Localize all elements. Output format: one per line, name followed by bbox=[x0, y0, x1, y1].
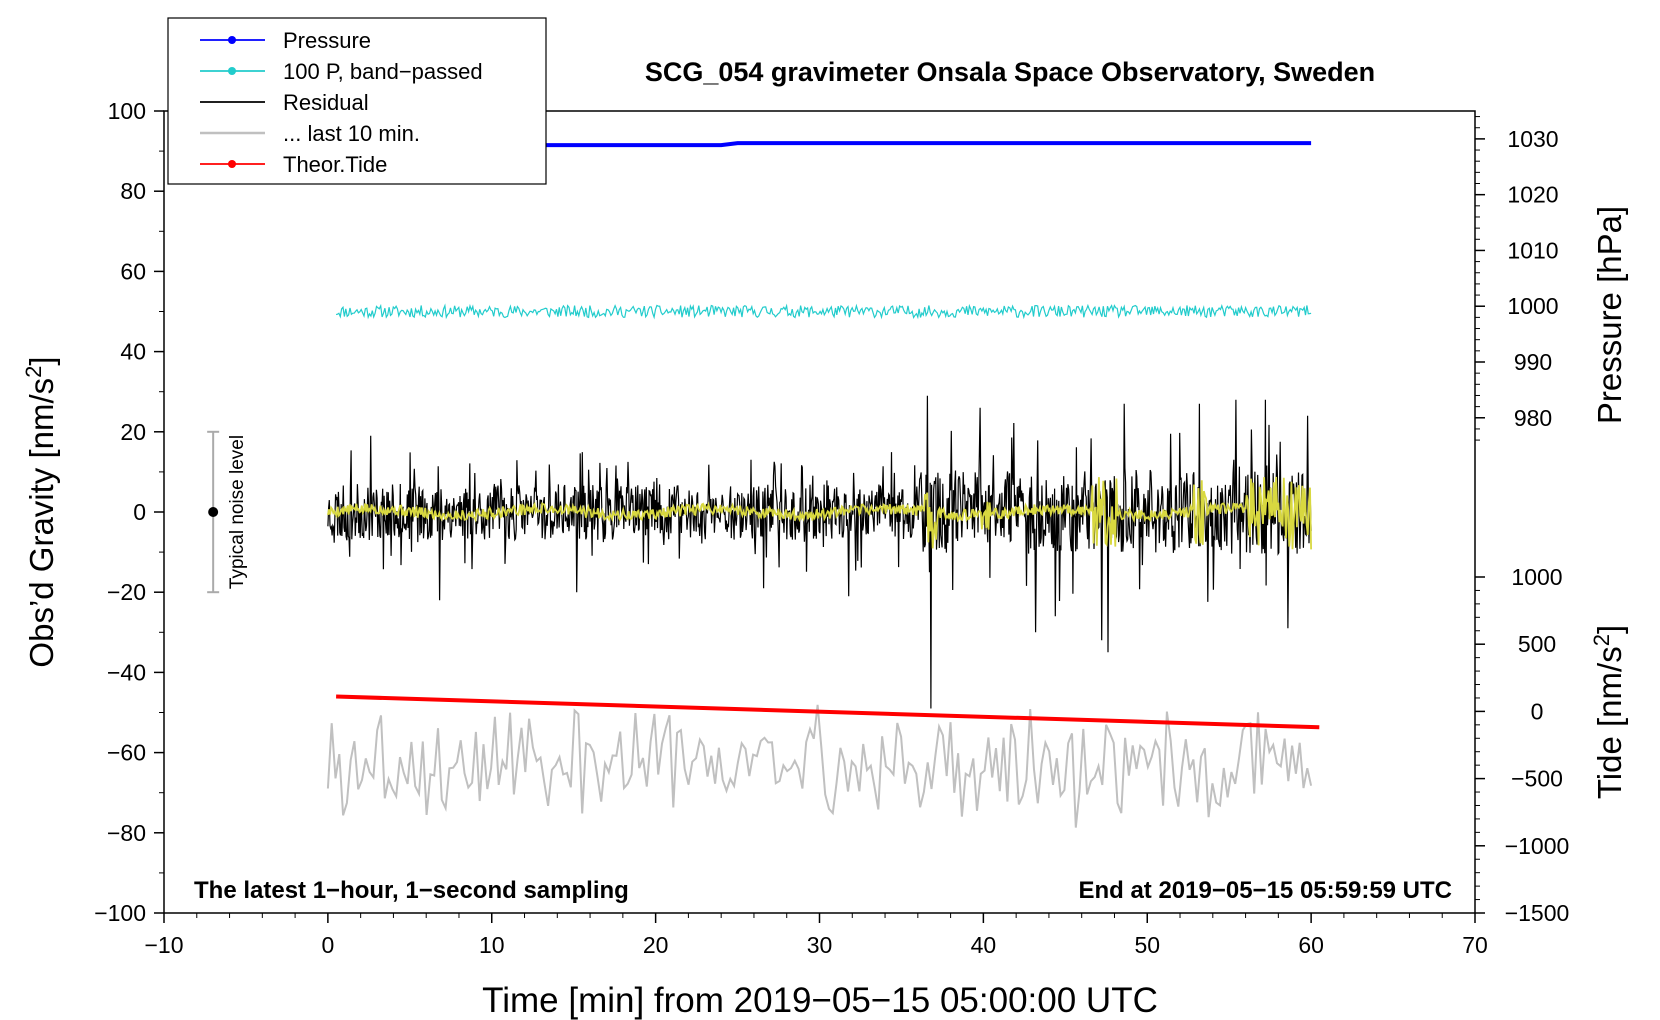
legend-label: 100 P, band−passed bbox=[283, 59, 483, 84]
x-axis-label: Time [min] from 2019−05−15 05:00:00 UTC bbox=[482, 981, 1158, 1020]
annotation-sampling: The latest 1−hour, 1−second sampling bbox=[194, 877, 629, 904]
series-layer bbox=[326, 141, 1320, 828]
tide-tick-label: 500 bbox=[1518, 631, 1556, 657]
pressure-tick-label: 1020 bbox=[1507, 182, 1558, 208]
pressure-tick-label: 1000 bbox=[1507, 293, 1558, 319]
y-axis-label-gravity: Obs’d Gravity [nm/s2] bbox=[21, 356, 60, 667]
y-tick-label: −60 bbox=[107, 740, 146, 766]
y-tick-label: 0 bbox=[133, 499, 146, 525]
tide-tick-label: −1000 bbox=[1505, 833, 1570, 859]
x-tick-label: 50 bbox=[1134, 932, 1160, 958]
y-tick-label: 40 bbox=[120, 339, 146, 365]
axes-layer: −10 0 10 20 30 40 50 60 70−100−80−60−40−20020406… bbox=[94, 98, 1569, 958]
y-tick-label: −80 bbox=[107, 820, 146, 846]
x-tick-label: 40 bbox=[971, 932, 997, 958]
series-last-10-min bbox=[326, 704, 1313, 828]
series-residual bbox=[327, 395, 1312, 709]
y-tick-label: 20 bbox=[120, 419, 146, 445]
series-residual-smoothed bbox=[327, 476, 1312, 550]
series-theoretical-tide bbox=[336, 694, 1320, 730]
legend-label: Theor.Tide bbox=[283, 152, 387, 177]
legend-label: Pressure bbox=[283, 28, 371, 53]
x-tick-label: 10 bbox=[479, 932, 505, 958]
tide-tick-label: 1000 bbox=[1511, 564, 1562, 590]
y-axis-label-pressure: Pressure [hPa] bbox=[1591, 206, 1628, 424]
tide-tick-label: −500 bbox=[1511, 766, 1563, 792]
tide-tick-label: 0 bbox=[1531, 698, 1544, 724]
legend-box bbox=[167, 17, 547, 185]
pressure-tick-label: 980 bbox=[1514, 405, 1552, 431]
x-tick-label: 20 bbox=[643, 932, 669, 958]
noise-level-marker: Typical noise level bbox=[207, 430, 248, 594]
legend-marker bbox=[228, 67, 236, 75]
x-tick-label: 0 bbox=[321, 932, 334, 958]
tide-tick-label: −1500 bbox=[1505, 900, 1570, 926]
y-tick-label: 60 bbox=[120, 258, 146, 284]
legend-label: ... last 10 min. bbox=[283, 121, 420, 146]
annotation-end-time: End at 2019−05−15 05:59:59 UTC bbox=[1078, 877, 1452, 904]
y-tick-label: 100 bbox=[108, 98, 146, 124]
legend: Pressure 100 P, band−passed Residual ... la… bbox=[167, 17, 547, 185]
pressure-tick-label: 990 bbox=[1514, 349, 1552, 375]
pressure-tick-label: 1010 bbox=[1507, 237, 1558, 263]
legend-marker bbox=[228, 36, 236, 44]
noise-center-dot bbox=[208, 507, 219, 517]
y-tick-label: −100 bbox=[94, 900, 146, 926]
x-tick-label: −10 bbox=[144, 932, 183, 958]
chart-title: SCG_054 gravimeter Onsala Space Observat… bbox=[645, 57, 1375, 87]
y-tick-label: −20 bbox=[107, 579, 146, 605]
legend-label: Residual bbox=[283, 90, 369, 115]
y-axis-label-tide: Tide [nm/s2] bbox=[1589, 625, 1628, 799]
pressure-tick-label: 1030 bbox=[1507, 126, 1558, 152]
legend-marker bbox=[228, 160, 236, 168]
x-tick-label: 30 bbox=[807, 932, 833, 958]
series-pressure-band-passed bbox=[335, 303, 1312, 320]
x-tick-label: 60 bbox=[1298, 932, 1324, 958]
y-tick-label: 80 bbox=[120, 178, 146, 204]
x-tick-label: 70 bbox=[1462, 932, 1488, 958]
noise-label: Typical noise level bbox=[227, 435, 248, 589]
legend-items: Pressure 100 P, band−passed Residual ... la… bbox=[200, 28, 483, 177]
y-tick-label: −40 bbox=[107, 659, 146, 685]
